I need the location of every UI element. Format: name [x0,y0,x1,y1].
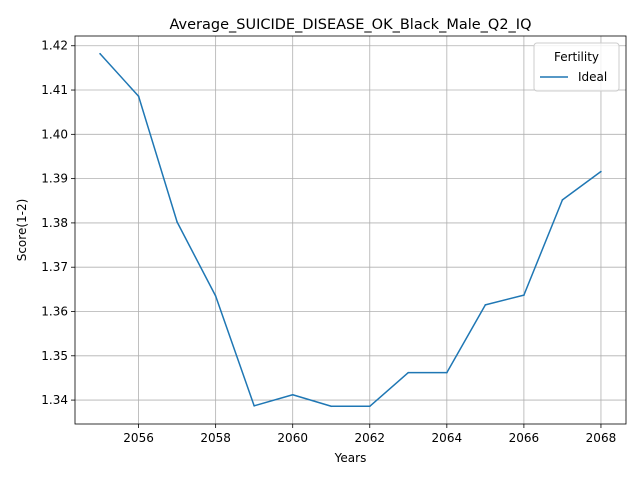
data-point [368,405,371,408]
y-tick-label-1.36: 1.36 [41,304,68,318]
legend-box [533,42,620,92]
data-point [137,95,140,98]
data-point [484,304,487,306]
y-tick-label-1.42: 1.42 [41,39,68,53]
data-point [600,170,602,173]
chart-title: Average_SUICIDE_DISEASE_OK_Black_Male_Q2… [169,17,531,33]
data-point [561,199,564,201]
legend: Fertility Ideal [533,42,620,92]
y-tick-label-1.40: 1.40 [41,127,68,141]
y-axis-label: Score(1-2) [15,199,29,262]
y-axis-ticks: 1.34 1.35 1.36 1.37 1.38 1.39 1.40 1.41 1.42 [41,39,75,407]
data-point [291,393,294,396]
y-tick-label-1.34: 1.34 [41,393,68,407]
data-point [407,371,410,374]
y-tick-label-1.37: 1.37 [41,260,68,274]
x-tick-label-2056: 2056 [123,431,154,445]
y-tick-label-1.41: 1.41 [41,83,68,97]
x-tick-label-2060: 2060 [277,431,308,445]
data-point [446,371,448,374]
x-axis-ticks: 2056 2058 2060 2062 2064 2066 2068 [123,424,616,445]
x-tick-label-2066: 2066 [509,431,540,445]
data-point [176,221,178,223]
x-tick-label-2064: 2064 [432,431,463,445]
x-axis-label: Years [334,451,367,465]
y-tick-label-1.39: 1.39 [41,172,68,186]
data-point [330,405,333,408]
data-point [523,294,525,296]
plot-frame [74,35,627,425]
series-layer [99,52,602,408]
data-point [214,295,217,297]
x-tick-label-2062: 2062 [354,431,385,445]
x-tick-label-2058: 2058 [200,431,231,445]
legend-entry-ideal: Ideal [578,70,607,84]
y-tick-label-1.35: 1.35 [41,349,68,363]
data-point [99,52,101,55]
x-tick-label-2068: 2068 [586,431,617,445]
data-point [253,405,255,407]
series-line-ideal [99,53,602,408]
legend-title: Fertility [554,50,599,64]
grid [75,36,626,424]
y-tick-label-1.38: 1.38 [41,216,68,230]
